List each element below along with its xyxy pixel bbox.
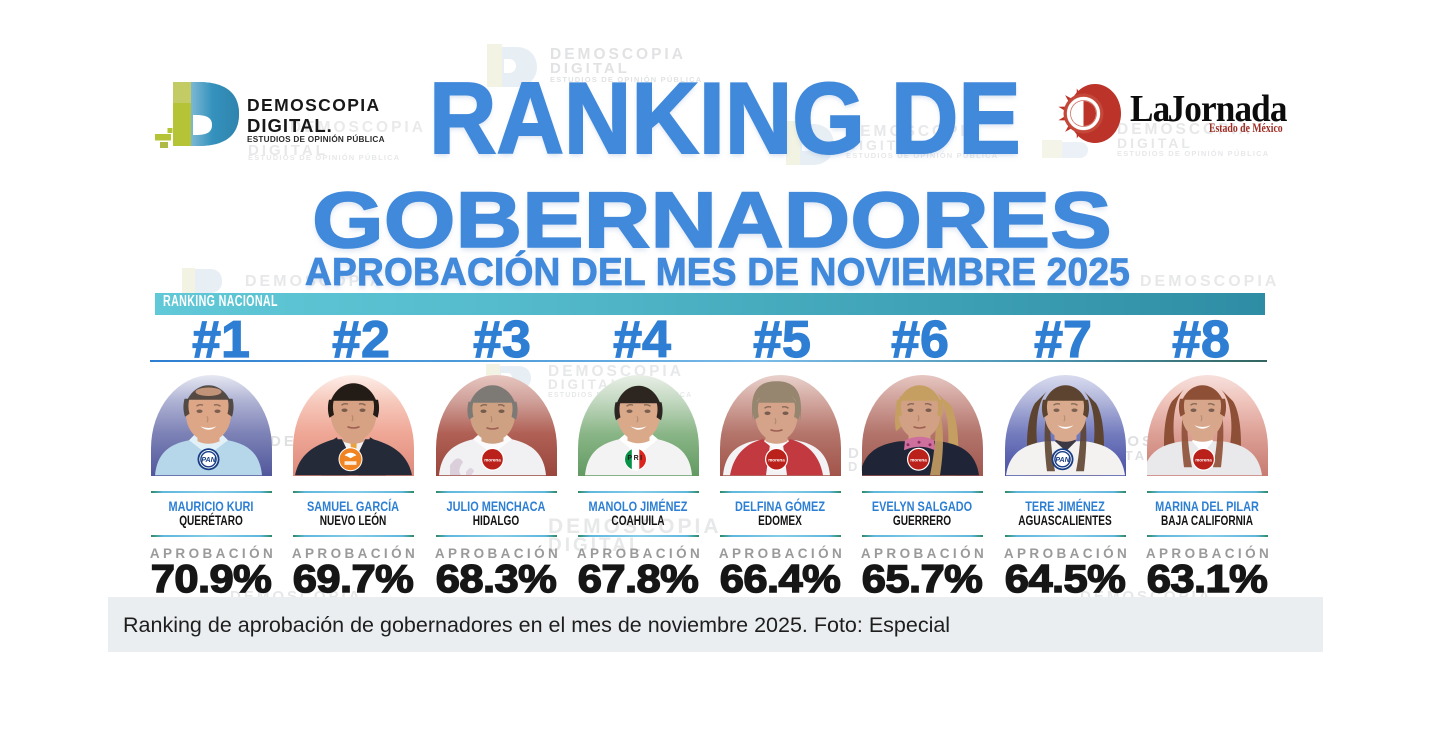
svg-text:morena: morena xyxy=(768,457,785,462)
svg-text:PRI: PRI xyxy=(627,455,643,462)
svg-text:morena: morena xyxy=(1195,457,1212,462)
svg-text:PAN: PAN xyxy=(201,457,216,464)
svg-text:PAN: PAN xyxy=(1055,457,1070,464)
svg-text:morena: morena xyxy=(484,457,501,462)
svg-text:morena: morena xyxy=(910,457,927,462)
